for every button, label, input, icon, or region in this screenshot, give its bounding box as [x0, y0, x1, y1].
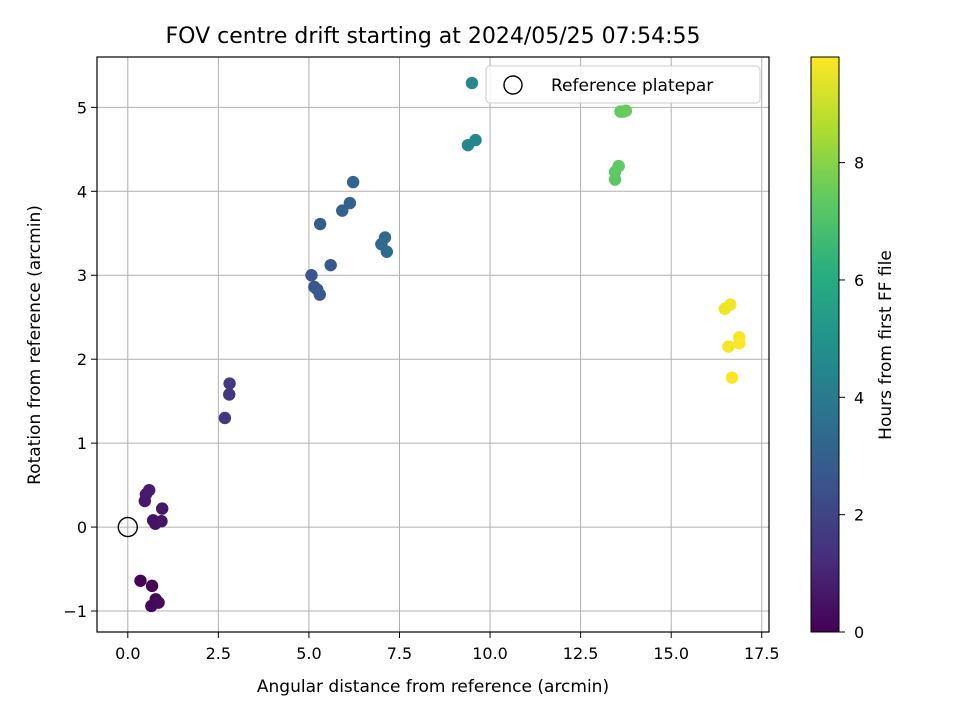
legend-reference-marker: [503, 75, 523, 95]
x-tick-label: 12.5: [563, 644, 599, 663]
x-tick-label: 2.5: [206, 644, 231, 663]
data-points: [134, 76, 746, 613]
data-point: [155, 514, 168, 528]
legend-label-reference: Reference platepar: [551, 76, 713, 96]
x-tick-label: 0.0: [115, 644, 140, 663]
data-point: [134, 574, 147, 587]
data-point: [305, 269, 318, 282]
y-axis-label: Rotation from reference (arcmin): [25, 205, 45, 485]
colorbar-tick-label: 8: [854, 154, 864, 173]
colorbar-tick-label: 4: [854, 388, 864, 407]
data-point: [469, 133, 482, 147]
data-point: [380, 245, 394, 258]
x-tick-label: 7.5: [387, 644, 412, 663]
colorbar-label: Hours from first FF file: [876, 250, 896, 440]
y-tick-label: 4: [77, 182, 87, 201]
colorbar-gradient: [810, 56, 840, 633]
y-tick-label: 2: [77, 350, 87, 369]
data-point: [733, 337, 746, 350]
grid-lines: [97, 57, 769, 632]
data-point: [725, 371, 739, 384]
colorbar-tick-label: 0: [854, 623, 864, 642]
y-tick-label: 5: [77, 98, 87, 117]
x-axis-label: Angular distance from reference (arcmin): [257, 677, 609, 697]
data-point: [145, 579, 159, 593]
data-point: [343, 196, 357, 210]
reference-marker-group: [117, 516, 138, 538]
data-point: [142, 483, 156, 497]
plot-frame: [96, 56, 770, 633]
y-tick-label: −1: [63, 602, 87, 621]
colorbar-tick-label: 6: [854, 271, 864, 290]
reference-marker: [117, 516, 138, 538]
data-point: [724, 298, 737, 311]
y-axis-ticks: −1 0 1 2 3 4 5: [63, 98, 97, 621]
data-point: [612, 159, 625, 173]
data-point: [722, 340, 735, 353]
data-point: [152, 596, 165, 609]
data-point: [313, 217, 327, 231]
x-tick-label: 10.0: [472, 644, 508, 663]
data-point: [218, 411, 232, 425]
colorbar-ticks: 0 2 4 6 8: [839, 154, 864, 642]
colorbar-tick-label: 2: [854, 506, 864, 525]
x-tick-label: 15.0: [653, 644, 689, 663]
data-point: [223, 388, 236, 401]
data-point: [223, 377, 236, 390]
data-point: [465, 76, 479, 90]
colorbar: 0 2 4 6 8 Hours from first FF file: [810, 56, 896, 642]
y-tick-label: 3: [77, 266, 87, 285]
data-point: [619, 104, 633, 117]
data-point: [378, 231, 392, 244]
legend-box: [485, 65, 761, 104]
y-tick-label: 1: [77, 434, 87, 453]
data-point: [313, 288, 326, 301]
data-point: [156, 502, 169, 515]
data-point: [336, 204, 349, 217]
x-tick-label: 17.5: [744, 644, 780, 663]
legend: Reference platepar: [485, 65, 761, 104]
chart-title: FOV centre drift starting at 2024/05/25 …: [166, 24, 701, 49]
y-tick-label: 0: [77, 518, 87, 537]
x-tick-label: 5.0: [296, 644, 321, 663]
data-point: [324, 258, 337, 272]
x-axis-ticks: 0.0 2.5 5.0 7.5 10.0 12.5 15.0 17.5: [115, 632, 780, 663]
data-point: [346, 175, 360, 189]
